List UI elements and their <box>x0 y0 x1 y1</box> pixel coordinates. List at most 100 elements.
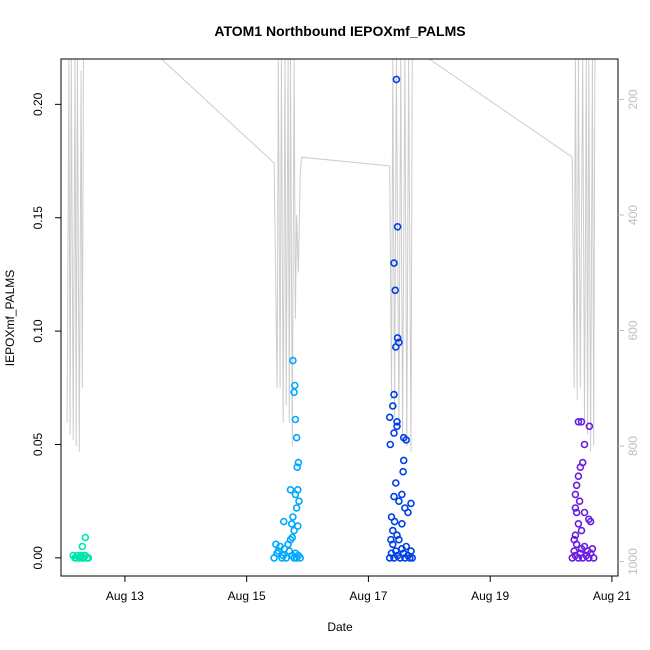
data-point <box>393 223 402 231</box>
data-point <box>71 554 79 562</box>
data-point <box>288 533 297 542</box>
data-point <box>404 508 412 517</box>
data-point <box>585 422 594 431</box>
data-point <box>574 417 583 426</box>
data-point <box>398 519 406 528</box>
data-point <box>390 492 398 501</box>
data-point <box>274 547 283 555</box>
data-point <box>570 547 579 555</box>
x-tick-label: Aug 17 <box>349 589 387 603</box>
chart-title: ATOM1 Northbound IEPOXmf_PALMS <box>214 23 465 39</box>
data-point <box>272 540 280 549</box>
data-point <box>577 526 586 535</box>
secondary-y-tick-label: 1000 <box>626 548 640 575</box>
data-point <box>405 554 414 562</box>
data-point <box>391 343 400 351</box>
data-point <box>393 422 401 431</box>
data-point <box>393 531 401 540</box>
data-point <box>289 356 297 365</box>
data-points-layer <box>69 75 598 562</box>
data-point <box>407 499 415 508</box>
data-point <box>407 547 415 555</box>
secondary-y-axis: 200 400 600 800 1000 <box>618 89 640 575</box>
data-point <box>296 554 305 562</box>
data-point <box>571 504 580 512</box>
data-point <box>293 463 302 472</box>
secondary-y-tick-label: 600 <box>626 320 640 340</box>
data-point <box>575 497 584 506</box>
data-point <box>399 433 408 442</box>
data-point <box>570 535 579 544</box>
secondary-y-tick-label: 400 <box>626 205 640 225</box>
data-point <box>386 440 395 449</box>
x-tick-label: Aug 15 <box>228 589 266 603</box>
data-point <box>279 517 288 526</box>
data-point <box>278 554 286 562</box>
data-point <box>393 417 401 426</box>
data-point <box>284 540 292 549</box>
x-tick-label: Aug 21 <box>593 589 631 603</box>
data-point <box>392 75 401 84</box>
data-point <box>390 390 398 399</box>
data-point <box>291 415 300 424</box>
y-tick-label: 0.15 <box>31 206 45 230</box>
data-point <box>588 544 597 553</box>
x-tick-label: Aug 13 <box>106 589 144 603</box>
altitude-line-layer <box>66 58 596 452</box>
data-point <box>408 554 417 562</box>
data-point <box>574 519 583 528</box>
plot-border <box>60 58 619 577</box>
data-point <box>578 458 587 467</box>
data-point <box>589 554 598 562</box>
data-point <box>293 485 302 494</box>
data-point <box>292 504 301 512</box>
data-point <box>294 458 303 467</box>
data-point <box>290 526 298 535</box>
data-point <box>290 388 298 397</box>
data-point <box>395 497 403 506</box>
data-point <box>398 490 406 499</box>
data-point <box>574 472 583 481</box>
data-point <box>580 508 589 517</box>
data-point <box>572 508 581 517</box>
y-tick-label: 0.05 <box>31 432 45 456</box>
data-point <box>393 334 402 342</box>
data-point <box>290 381 299 390</box>
data-point <box>402 542 411 551</box>
data-point <box>295 497 303 506</box>
data-point <box>571 490 580 499</box>
secondary-y-tick-label: 200 <box>626 89 640 109</box>
data-point <box>580 440 589 449</box>
data-point <box>385 413 394 422</box>
data-point <box>388 526 397 535</box>
data-point <box>387 535 395 544</box>
data-point <box>399 467 407 476</box>
data-point <box>287 519 296 528</box>
data-point <box>586 517 595 526</box>
x-axis: Aug 13 Aug 15 Aug 17 Aug 19 Aug 21 <box>106 576 631 603</box>
data-point <box>292 433 301 442</box>
y-axis: 0.00 0.05 0.10 0.15 0.20 <box>31 92 61 570</box>
x-axis-label: Date <box>327 620 353 634</box>
data-point <box>387 513 396 521</box>
data-point <box>286 485 295 494</box>
data-point <box>78 542 87 551</box>
y-tick-label: 0.10 <box>31 319 45 343</box>
data-point <box>577 417 586 426</box>
data-point <box>572 481 581 490</box>
secondary-y-tick-label: 800 <box>626 436 640 456</box>
data-point <box>399 456 408 465</box>
data-point <box>396 554 404 562</box>
data-point <box>390 429 398 437</box>
y-tick-label: 0.00 <box>31 546 45 570</box>
data-point <box>391 479 400 487</box>
x-tick-label: Aug 19 <box>471 589 509 603</box>
data-point <box>289 513 297 521</box>
data-point <box>388 402 397 410</box>
data-point <box>282 554 291 562</box>
data-point <box>81 533 90 542</box>
data-point <box>293 522 302 530</box>
y-tick-label: 0.20 <box>31 92 45 116</box>
data-point <box>80 551 88 560</box>
